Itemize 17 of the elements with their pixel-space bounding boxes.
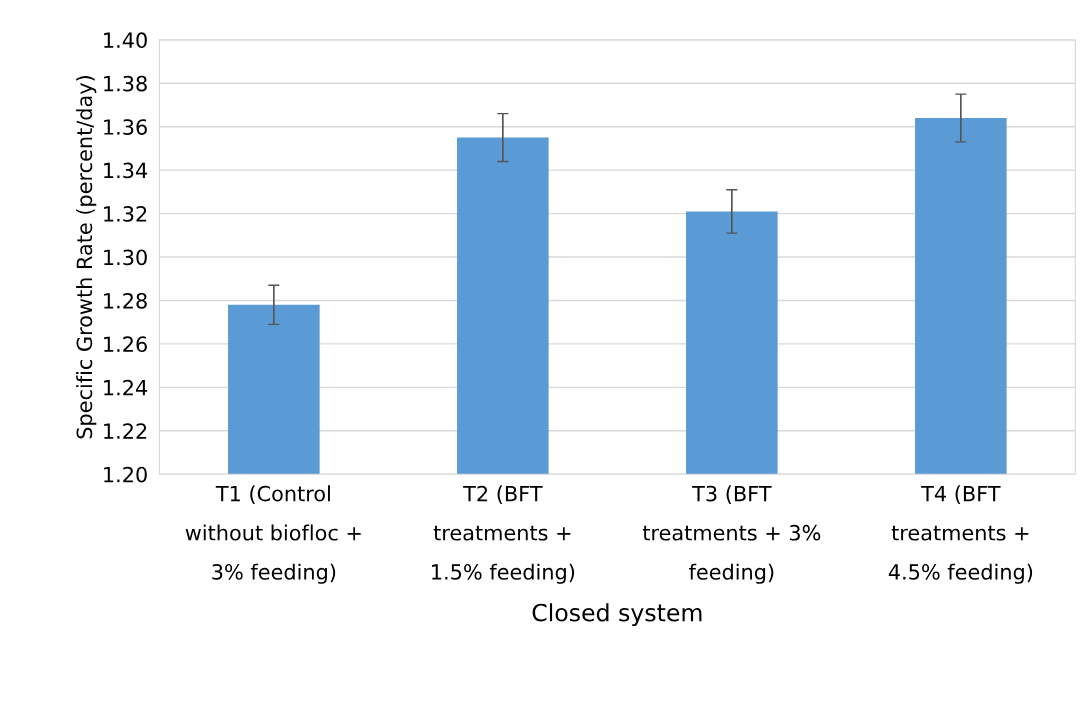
y-tick-label: 1.40 — [104, 32, 147, 49]
y-tick-label: 1.30 — [104, 249, 147, 266]
x-axis-title: Closed system — [532, 603, 702, 627]
y-tick-label: 1.28 — [104, 292, 147, 309]
x-tick-label: T4 (BFT treatments + 4.5% feeding) — [888, 485, 1033, 584]
y-tick-label: 1.38 — [104, 75, 147, 92]
y-axis-title: Specific Growth Rate (percent/day) — [76, 76, 97, 439]
y-tick-label: 1.36 — [104, 119, 147, 135]
x-tick-label: T3 (BFT treatments + 3% feeding) — [642, 485, 821, 584]
y-tick-label: 1.24 — [104, 379, 148, 396]
x-tick-label: T1 (Control without biofloc + 3% feeding) — [185, 485, 361, 584]
y-tick-label: 1.20 — [104, 466, 147, 483]
y-tick-label: 1.34 — [104, 162, 148, 179]
y-tick-label: 1.26 — [104, 336, 147, 353]
y-tick-label: 1.22 — [104, 423, 147, 439]
y-tick-label: 1.32 — [104, 206, 147, 222]
x-tick-label: T2 (BFT treatments + 1.5% feeding) — [432, 485, 575, 584]
